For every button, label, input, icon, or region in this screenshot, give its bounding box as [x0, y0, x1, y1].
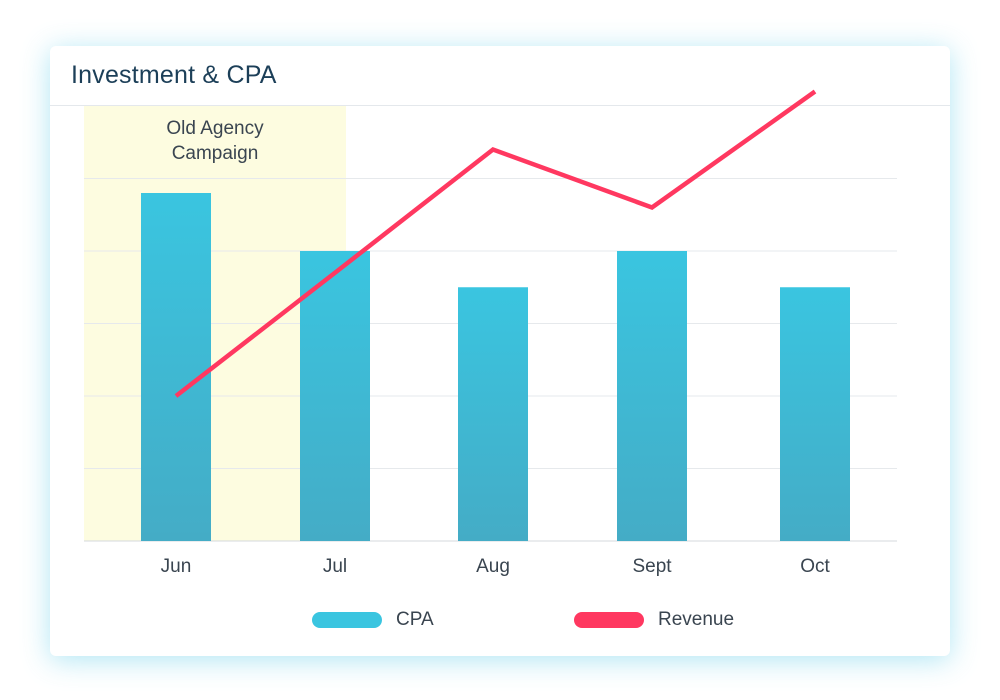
x-tick-label-aug: Aug — [476, 556, 510, 577]
chart-title: Investment & CPA — [71, 61, 277, 89]
legend-swatch-cpa — [312, 612, 382, 628]
bar-cpa-jun — [141, 193, 211, 541]
x-tick-label-oct: Oct — [800, 556, 830, 577]
chart-canvas: Jun Jul Aug Sept Oct Old Agency Campaign — [84, 89, 897, 577]
card-header: Investment & CPA — [50, 46, 950, 106]
x-tick-label-sept: Sept — [632, 556, 672, 577]
bar-cpa-jul — [300, 251, 370, 541]
legend-label-revenue: Revenue — [658, 609, 735, 630]
region-label-line-2: Campaign — [172, 143, 259, 164]
chart-card: Investment & CPA Jun Jul Aug Sept Oct Old Age… — [50, 46, 950, 656]
bar-cpa-sept — [617, 251, 687, 541]
bar-cpa-oct — [780, 287, 850, 541]
x-tick-label-jul: Jul — [323, 556, 347, 577]
region-label-line-1: Old Agency — [166, 118, 264, 139]
bar-cpa-aug — [458, 287, 528, 541]
legend-swatch-revenue — [574, 612, 644, 628]
x-tick-label-jun: Jun — [161, 556, 192, 577]
legend-label-cpa: CPA — [396, 609, 434, 630]
